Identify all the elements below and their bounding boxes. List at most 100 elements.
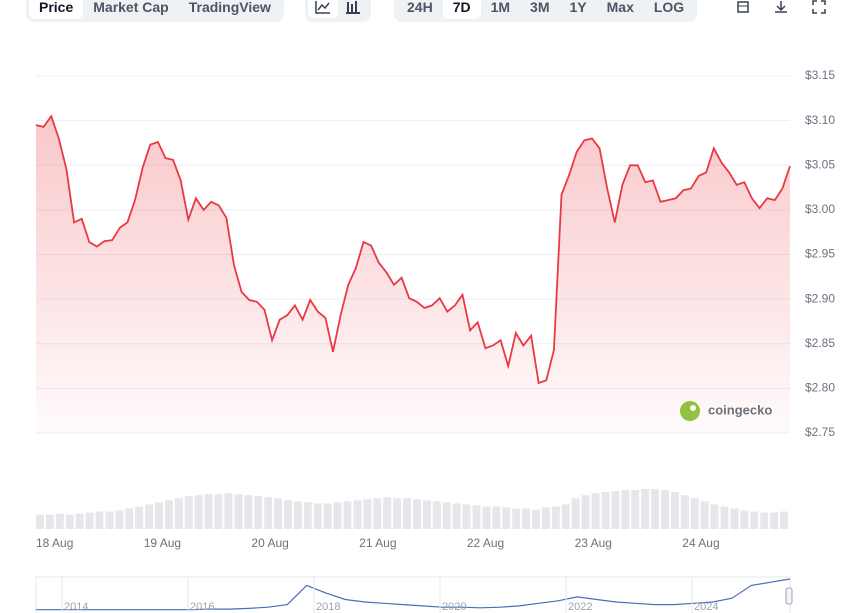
volume-bar — [651, 489, 660, 529]
calendar-button[interactable] — [728, 0, 758, 18]
navigator-line — [36, 578, 791, 611]
navigator-label: 2018 — [316, 601, 340, 613]
volume-bar — [204, 494, 213, 529]
volume-bar — [413, 499, 421, 529]
volume-bar — [492, 506, 501, 529]
download-button[interactable] — [766, 0, 796, 18]
volume-bar — [313, 503, 322, 529]
volume-bar — [472, 505, 481, 529]
toolbar-button[interactable]: Price — [29, 0, 84, 19]
volume-bar — [541, 507, 550, 529]
volume-bar — [432, 501, 441, 529]
candle-chart-button[interactable] — [338, 0, 368, 18]
volume-bar — [224, 493, 233, 529]
volume-bar — [115, 510, 124, 529]
volume-bar — [750, 511, 759, 529]
volume-bar — [403, 498, 411, 529]
volume-bar — [621, 490, 630, 529]
volume-bar — [720, 506, 729, 529]
toolbar-button[interactable]: Market Cap — [93, 0, 169, 15]
volume-bar — [145, 504, 154, 529]
y-tick-label: $2.95 — [805, 247, 835, 261]
volume-bar — [670, 492, 679, 529]
volume-bar — [85, 512, 94, 529]
x-tick-label: 22 Aug — [467, 536, 504, 550]
y-tick-label: $3.10 — [805, 113, 835, 127]
y-tick-label: $2.90 — [805, 291, 835, 305]
volume-bar — [571, 498, 580, 529]
toolbar-button[interactable]: 24H — [407, 0, 433, 15]
volume-bar — [135, 506, 144, 529]
volume-bar — [293, 501, 302, 529]
volume-bar — [303, 502, 312, 529]
line-chart-button[interactable] — [308, 0, 338, 18]
price-area — [36, 116, 790, 433]
x-tick-label: 19 Aug — [144, 536, 181, 550]
volume-bar — [105, 511, 114, 529]
volume-bar — [561, 504, 570, 529]
toolbar-button[interactable]: 1M — [490, 0, 511, 15]
fullscreen-button[interactable] — [804, 0, 834, 18]
volume-bar — [284, 500, 292, 529]
y-tick-label: $2.75 — [805, 425, 835, 439]
x-tick-label: 23 Aug — [575, 536, 612, 550]
navigator-label: 2020 — [442, 601, 466, 613]
volume-bar — [462, 504, 471, 529]
navigator-frame — [35, 576, 791, 613]
volume-bar — [125, 508, 134, 529]
volume-bar — [512, 508, 521, 529]
volume-bar — [55, 513, 64, 529]
volume-bar — [680, 495, 689, 529]
chart-type-toggle — [305, 0, 371, 22]
x-tick-label: 21 Aug — [359, 536, 396, 550]
toolbar-button[interactable]: 7D — [442, 0, 481, 19]
volume-bar — [353, 500, 362, 529]
volume-bar — [164, 500, 173, 529]
navigator-handle — [785, 587, 793, 605]
volume-bar — [184, 496, 193, 529]
y-tick-label: $3.05 — [805, 157, 835, 171]
volume-bar — [333, 502, 342, 529]
volume-bar — [770, 512, 779, 529]
x-tick-label: 20 Aug — [251, 536, 288, 550]
toolbar-button[interactable]: 1Y — [569, 0, 587, 15]
y-tick-label: $2.85 — [805, 336, 835, 350]
volume-bar — [591, 493, 600, 529]
toolbar-button[interactable]: TradingView — [188, 0, 271, 15]
toolbar-button[interactable]: 3M — [530, 0, 550, 15]
volume-bar — [601, 492, 610, 529]
volume-bar — [780, 511, 788, 529]
volume-bar — [442, 502, 451, 529]
volume-bar — [641, 489, 650, 529]
volume-bar — [234, 494, 243, 529]
volume-bar — [363, 499, 372, 529]
volume-bar — [274, 498, 283, 529]
volume-bar — [452, 503, 461, 529]
price-line — [35, 114, 791, 385]
volume-bar — [244, 495, 253, 529]
toolbar-button[interactable]: Max — [606, 0, 634, 15]
volume-bar — [690, 498, 699, 529]
volume-bar — [254, 496, 263, 529]
volume-bar — [45, 514, 54, 529]
volume-bar — [730, 508, 739, 529]
y-tick-label: $2.80 — [805, 381, 835, 395]
x-tick-label: 18 Aug — [36, 536, 73, 550]
y-tick-label: $3.00 — [805, 202, 835, 216]
volume-bar — [581, 495, 590, 529]
navigator-label: 2016 — [190, 601, 214, 613]
volume-bar — [522, 508, 531, 529]
volume-bar — [214, 494, 223, 529]
volume-bar — [264, 497, 273, 529]
navigator-label: 2024 — [694, 601, 718, 613]
volume-bar — [155, 502, 163, 529]
tools — [728, 0, 834, 18]
volume-bar — [174, 498, 183, 529]
x-tick-label: 24 Aug — [682, 536, 719, 550]
toolbar-button[interactable]: LOG — [653, 0, 685, 15]
volume-bar — [95, 511, 104, 529]
volume-bar — [194, 495, 203, 529]
navigator-label: 2014 — [64, 601, 88, 613]
volume-bar — [532, 509, 540, 529]
